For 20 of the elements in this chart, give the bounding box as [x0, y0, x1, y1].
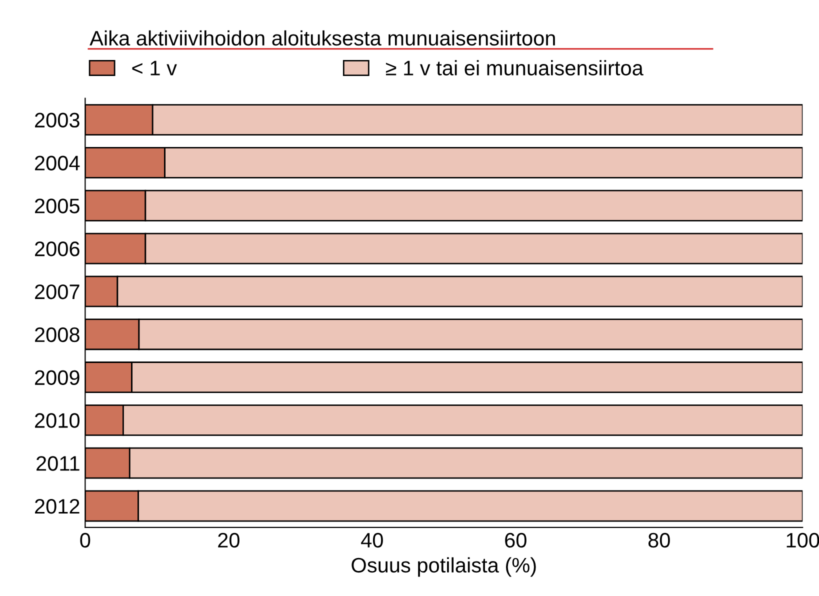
legend-title: Aika aktiviivihoidon aloituksesta munuaisensiirtoon	[90, 30, 555, 46]
y-tick-label: 2008	[35, 327, 80, 342]
legend-label: ≥ 1 v tai ei munuaisensiirtoa	[386, 60, 644, 76]
x-tick-label: 80	[648, 532, 670, 548]
y-tick-label: 2012	[35, 499, 80, 514]
x-tick-label: 40	[361, 532, 383, 548]
x-tick-label: 0	[80, 532, 90, 548]
x-tick-label: 60	[505, 532, 526, 548]
y-tick-label: 2010	[35, 413, 80, 428]
x-tick-label: 20	[218, 532, 240, 548]
y-tick-label: 2003	[35, 112, 80, 128]
y-tick-label: 2006	[35, 242, 80, 256]
y-tick-label: 2011	[36, 456, 80, 471]
x-axis-title: Osuus potilaista (%)	[352, 557, 536, 577]
y-tick-label: 2005	[35, 198, 80, 214]
x-tick-label: 100	[786, 532, 819, 548]
y-tick-label: 2004	[35, 156, 80, 170]
legend-label: < 1 v	[132, 60, 177, 76]
y-tick-label: 2007	[35, 284, 80, 300]
y-tick-label: 2009	[35, 370, 80, 386]
